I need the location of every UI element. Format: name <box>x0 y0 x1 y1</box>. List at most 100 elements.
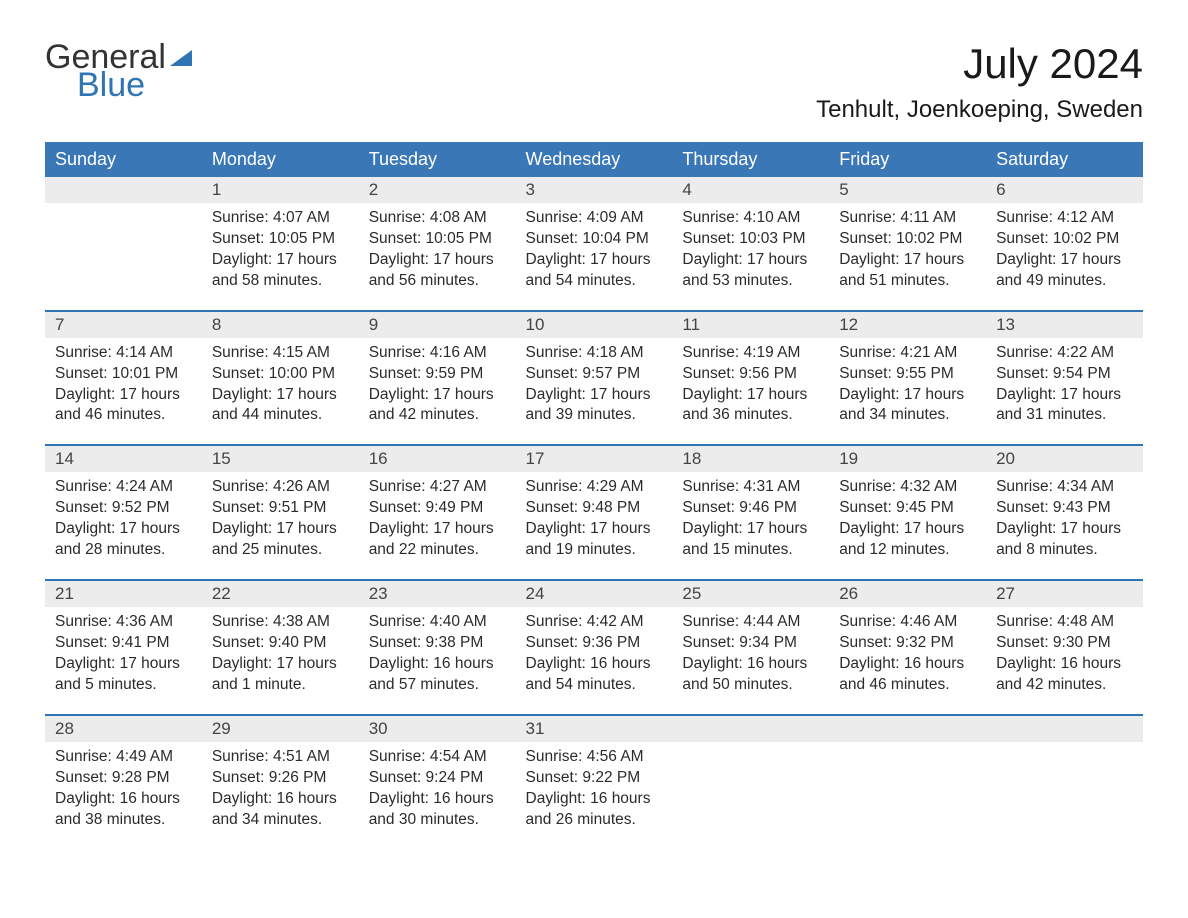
sunrise-text: Sunrise: 4:56 AM <box>526 747 663 768</box>
daylight-text: Daylight: 17 hours <box>212 385 349 406</box>
day-content-cell: Sunrise: 4:51 AMSunset: 9:26 PMDaylight:… <box>202 742 359 849</box>
day-number-cell: 5 <box>829 177 986 203</box>
sunset-text: Sunset: 9:45 PM <box>839 498 976 519</box>
day-number-cell: 12 <box>829 311 986 338</box>
day-content-cell: Sunrise: 4:18 AMSunset: 9:57 PMDaylight:… <box>516 338 673 446</box>
sunset-text: Sunset: 9:36 PM <box>526 633 663 654</box>
sunrise-text: Sunrise: 4:31 AM <box>682 477 819 498</box>
day-content-cell: Sunrise: 4:27 AMSunset: 9:49 PMDaylight:… <box>359 472 516 580</box>
daylight-text: and 26 minutes. <box>526 810 663 831</box>
day-number-cell: 15 <box>202 445 359 472</box>
day-number: 4 <box>682 180 691 199</box>
daylight-text: Daylight: 17 hours <box>212 654 349 675</box>
col-thursday: Thursday <box>672 142 829 177</box>
daylight-text: Daylight: 17 hours <box>526 250 663 271</box>
sunrise-text: Sunrise: 4:48 AM <box>996 612 1133 633</box>
sunrise-text: Sunrise: 4:36 AM <box>55 612 192 633</box>
calendar-table: Sunday Monday Tuesday Wednesday Thursday… <box>45 142 1143 848</box>
sunrise-text: Sunrise: 4:07 AM <box>212 208 349 229</box>
day-content-cell: Sunrise: 4:32 AMSunset: 9:45 PMDaylight:… <box>829 472 986 580</box>
day-number-cell: 6 <box>986 177 1143 203</box>
sunrise-text: Sunrise: 4:22 AM <box>996 343 1133 364</box>
brand-logo: General Blue <box>45 40 192 102</box>
daylight-text: Daylight: 16 hours <box>682 654 819 675</box>
day-number-cell: 21 <box>45 580 202 607</box>
day-number: 18 <box>682 449 701 468</box>
daylight-text: Daylight: 17 hours <box>682 519 819 540</box>
week-content-row: Sunrise: 4:49 AMSunset: 9:28 PM Daylight:… <box>45 742 1143 849</box>
day-number: 14 <box>55 449 74 468</box>
sunrise-text: Sunrise: 4:49 AM <box>55 747 192 768</box>
daylight-text: and 19 minutes. <box>526 540 663 561</box>
daylight-text: and 31 minutes. <box>996 405 1133 426</box>
day-content-cell: Sunrise: 4:31 AMSunset: 9:46 PMDaylight:… <box>672 472 829 580</box>
day-content-cell: Sunrise: 4:09 AMSunset: 10:04 PMDaylight… <box>516 203 673 311</box>
sunset-text: Sunset: 9:54 PM <box>996 364 1133 385</box>
daylight-text: and 56 minutes. <box>369 271 506 292</box>
day-content-cell <box>829 742 986 849</box>
day-content-cell: Sunrise: 4:19 AMSunset: 9:56 PMDaylight:… <box>672 338 829 446</box>
daylight-text: Daylight: 16 hours <box>839 654 976 675</box>
day-number: 7 <box>55 315 64 334</box>
sunrise-text: Sunrise: 4:10 AM <box>682 208 819 229</box>
daylight-text: Daylight: 17 hours <box>682 385 819 406</box>
day-content-cell: Sunrise: 4:49 AMSunset: 9:28 PMDaylight:… <box>45 742 202 849</box>
sunset-text: Sunset: 10:02 PM <box>996 229 1133 250</box>
daylight-text: and 54 minutes. <box>526 675 663 696</box>
col-sunday: Sunday <box>45 142 202 177</box>
day-number-cell: 30 <box>359 715 516 742</box>
day-content-cell: Sunrise: 4:11 AMSunset: 10:02 PMDaylight… <box>829 203 986 311</box>
day-number: 31 <box>526 719 545 738</box>
sunset-text: Sunset: 9:28 PM <box>55 768 192 789</box>
sunset-text: Sunset: 9:57 PM <box>526 364 663 385</box>
daylight-text: Daylight: 17 hours <box>526 385 663 406</box>
day-number: 13 <box>996 315 1015 334</box>
week-content-row: Sunrise: 4:24 AMSunset: 9:52 PMDaylight:… <box>45 472 1143 580</box>
sunrise-text: Sunrise: 4:29 AM <box>526 477 663 498</box>
daylight-text: Daylight: 17 hours <box>369 385 506 406</box>
daylight-text: Daylight: 17 hours <box>839 385 976 406</box>
sunset-text: Sunset: 10:03 PM <box>682 229 819 250</box>
sunrise-text: Sunrise: 4:27 AM <box>369 477 506 498</box>
day-content-cell: Sunrise: 4:36 AMSunset: 9:41 PMDaylight:… <box>45 607 202 715</box>
day-content-cell: Sunrise: 4:24 AMSunset: 9:52 PMDaylight:… <box>45 472 202 580</box>
daylight-text: Daylight: 17 hours <box>839 250 976 271</box>
week-daynum-row: 21222324252627 <box>45 580 1143 607</box>
daylight-text: Daylight: 17 hours <box>369 519 506 540</box>
daylight-text: and 30 minutes. <box>369 810 506 831</box>
week-content-row: Sunrise: 4:14 AMSunset: 10:01 PMDaylight… <box>45 338 1143 446</box>
sunrise-text: Sunrise: 4:32 AM <box>839 477 976 498</box>
day-content-cell: Sunrise: 4:34 AMSunset: 9:43 PMDaylight:… <box>986 472 1143 580</box>
day-number-cell: 25 <box>672 580 829 607</box>
day-number: 2 <box>369 180 378 199</box>
day-number-cell: 9 <box>359 311 516 338</box>
day-number-cell: 28 <box>45 715 202 742</box>
sunrise-text: Sunrise: 4:34 AM <box>996 477 1133 498</box>
daylight-text: and 5 minutes. <box>55 675 192 696</box>
week-daynum-row: 78910111213 <box>45 311 1143 338</box>
day-number-cell: 8 <box>202 311 359 338</box>
sunrise-text: Sunrise: 4:09 AM <box>526 208 663 229</box>
day-number-cell <box>672 715 829 742</box>
col-monday: Monday <box>202 142 359 177</box>
day-content-cell: Sunrise: 4:54 AMSunset: 9:24 PMDaylight:… <box>359 742 516 849</box>
daylight-text: Daylight: 17 hours <box>55 654 192 675</box>
daylight-text: and 46 minutes. <box>839 675 976 696</box>
day-content-cell: Sunrise: 4:26 AMSunset: 9:51 PMDaylight:… <box>202 472 359 580</box>
day-number-cell: 7 <box>45 311 202 338</box>
day-content-cell: Sunrise: 4:07 AMSunset: 10:05 PMDaylight… <box>202 203 359 311</box>
col-tuesday: Tuesday <box>359 142 516 177</box>
daylight-text: and 50 minutes. <box>682 675 819 696</box>
daylight-text: and 44 minutes. <box>212 405 349 426</box>
triangle-icon <box>170 50 192 66</box>
day-number-cell: 1 <box>202 177 359 203</box>
sunrise-text: Sunrise: 4:54 AM <box>369 747 506 768</box>
day-number-cell: 4 <box>672 177 829 203</box>
day-content-cell: Sunrise: 4:46 AMSunset: 9:32 PMDaylight:… <box>829 607 986 715</box>
daylight-text: and 53 minutes. <box>682 271 819 292</box>
sunrise-text: Sunrise: 4:08 AM <box>369 208 506 229</box>
daylight-text: and 1 minute. <box>212 675 349 696</box>
daylight-text: Daylight: 17 hours <box>55 385 192 406</box>
daylight-text: Daylight: 17 hours <box>212 519 349 540</box>
daylight-text: Daylight: 16 hours <box>369 789 506 810</box>
